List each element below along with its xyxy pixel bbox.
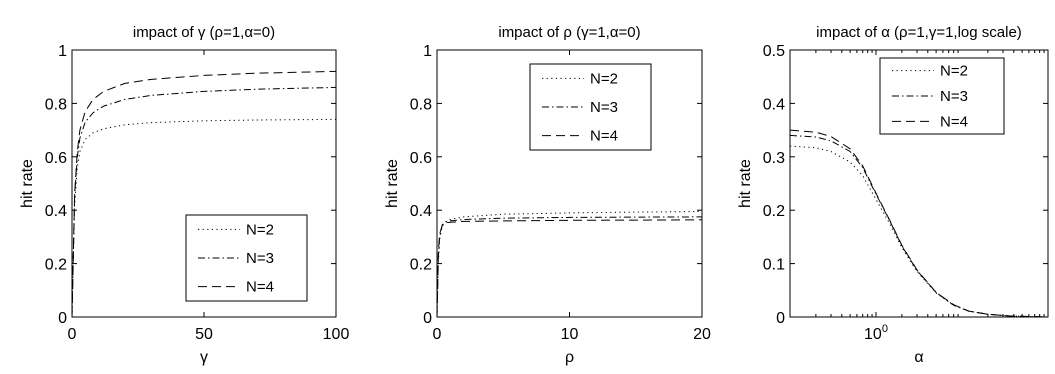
legend-label: N=3 [590, 99, 618, 116]
y-tick-label: 1 [423, 43, 432, 60]
legend-label: N=3 [246, 250, 274, 267]
y-tick-label: 0.4 [763, 96, 785, 113]
chart-title: impact of α (ρ=1,γ=1,log scale) [816, 24, 1022, 41]
legend-label: N=3 [940, 88, 968, 105]
y-axis-label: hit rate [737, 159, 754, 208]
series-line-n4 [790, 129, 1048, 317]
series-line-n2 [72, 118, 336, 317]
legend-box [879, 57, 1005, 135]
legend: N=2 N=3 N=4 [185, 214, 308, 302]
x-axis-label: α [914, 349, 923, 366]
legend-label: N=2 [246, 221, 274, 238]
y-tick-label: 0.2 [45, 257, 67, 274]
y-tick-label: 0.8 [410, 96, 432, 113]
chart-title: impact of ρ (γ=1,α=0) [498, 24, 640, 41]
x-tick-label: 50 [195, 326, 213, 343]
legend-label: N=4 [590, 128, 618, 145]
series-line-n4 [437, 219, 702, 317]
y-tick-label: 0.1 [763, 257, 785, 274]
legend-label: N=4 [940, 113, 968, 130]
y-axis-label: hit rate [19, 159, 36, 208]
x-tick-label: 0 [68, 326, 77, 343]
series-line-n4 [72, 70, 336, 317]
y-tick-label: 0.6 [45, 150, 67, 167]
y-tick-label: 0.5 [763, 43, 785, 60]
y-tick-label: 1 [58, 43, 67, 60]
chart-panel-3: impact of α (ρ=1,γ=1,log scale) 0 0.1 0.2 0.… [737, 24, 1049, 366]
legend-label: N=4 [246, 279, 274, 296]
x-tick-exponent: 0 [882, 323, 888, 335]
legend: N=2 N=3 N=4 [879, 57, 1005, 135]
y-tick-label: 0.8 [45, 96, 67, 113]
x-tick-label: 100 [323, 326, 350, 343]
y-tick-label: 0.6 [410, 150, 432, 167]
x-tick-label: 10 [561, 326, 579, 343]
chart-panel-2: impact of ρ (γ=1,α=0)00.20.40.60.810 10 20… [384, 24, 711, 366]
y-tick-label: 0 [58, 310, 67, 327]
y-tick-label: 0.4 [45, 203, 67, 220]
legend-label: N=2 [940, 63, 968, 80]
y-tick-label: 0.4 [410, 203, 432, 220]
y-tick-label: 0 [776, 310, 785, 327]
y-tick-label: 0.2 [763, 203, 785, 220]
legend: N=2 N=3 N=4 [529, 63, 652, 151]
x-axis-label: ρ [565, 349, 574, 366]
x-tick-base: 10 [864, 326, 882, 343]
chart-title: impact of γ (ρ=1,α=0) [133, 24, 275, 41]
x-tick-label: 20 [693, 326, 711, 343]
y-tick-label: 0.3 [763, 150, 785, 167]
x-axis-label: γ [200, 349, 208, 366]
x-tick-label: 100 [864, 323, 888, 343]
y-axis-label: hit rate [384, 159, 401, 208]
legend-label: N=2 [590, 70, 618, 87]
y-tick-label: 0.2 [410, 257, 432, 274]
y-tick-label: 0 [423, 310, 432, 327]
x-tick-label: 0 [433, 326, 442, 343]
chart-panel-1: impact of γ (ρ=1,α=0) 0 0.2 0.4 0.6 0.8 1 0 50 10… [19, 24, 349, 366]
